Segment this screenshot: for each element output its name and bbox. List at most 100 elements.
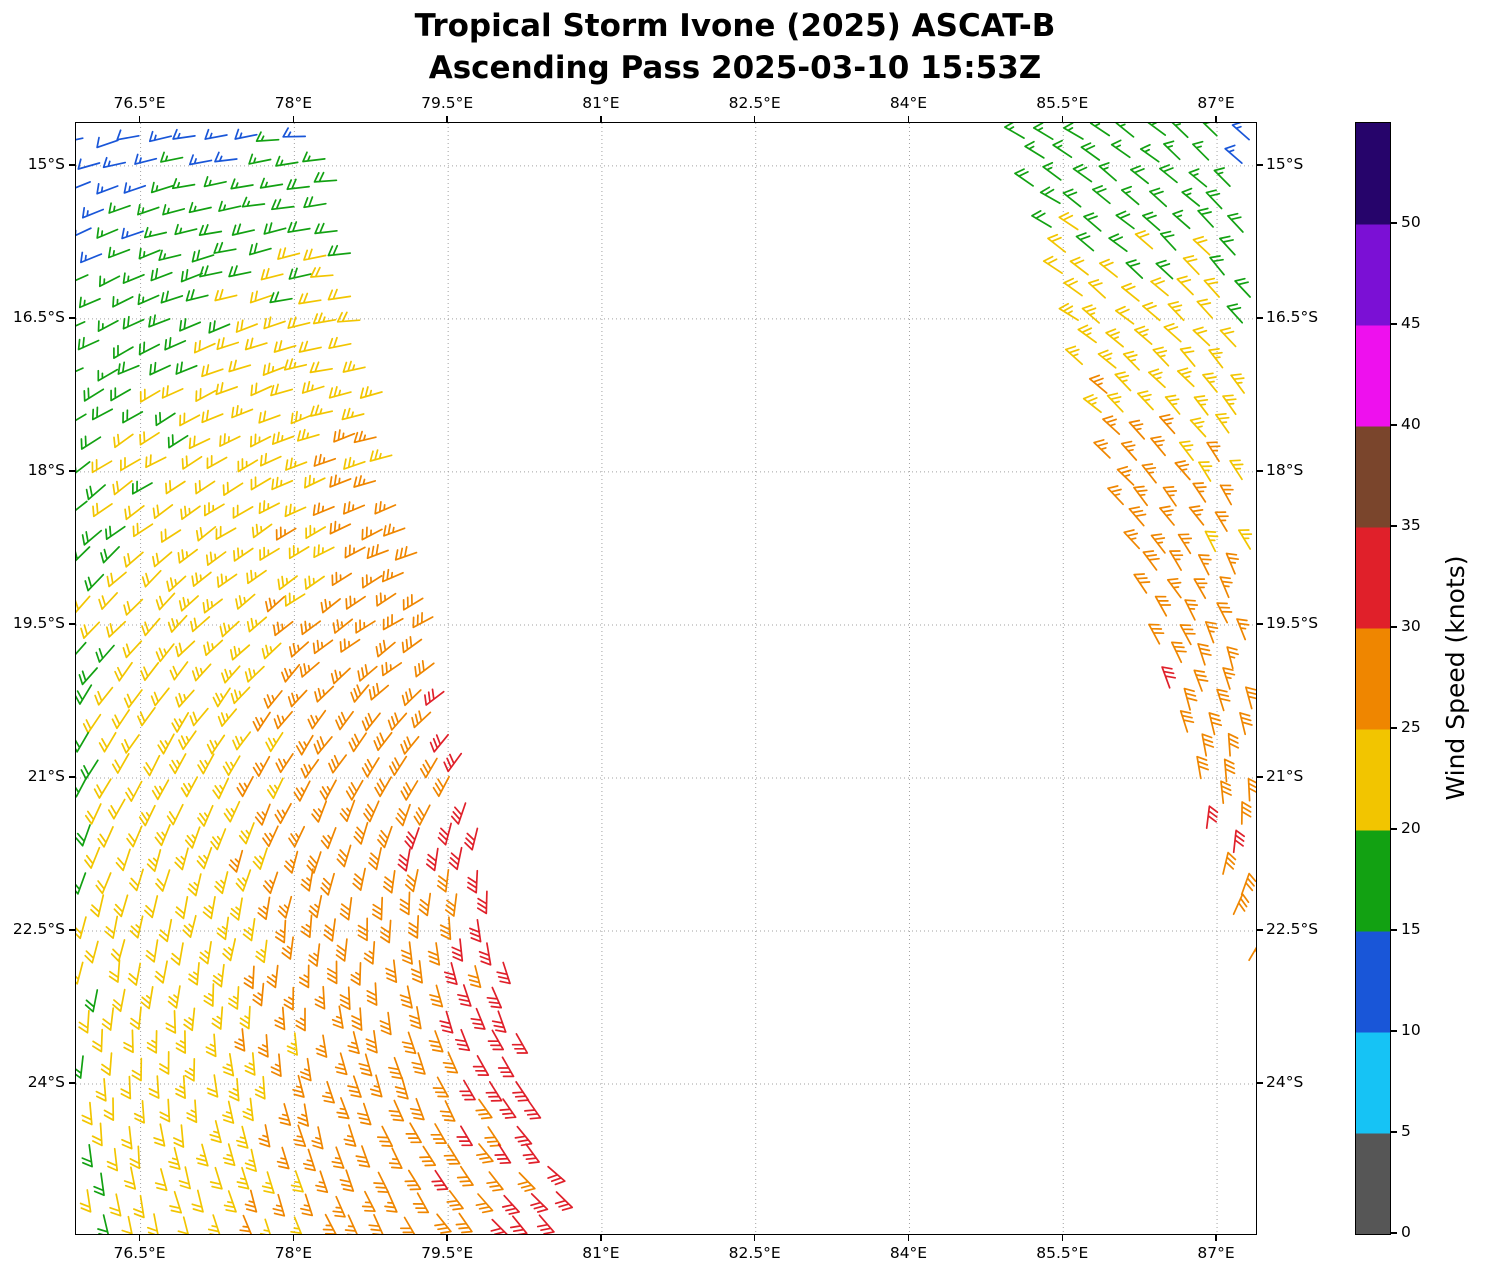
wind-barb	[1087, 279, 1106, 299]
wind-barb	[388, 1147, 403, 1169]
wind-barb	[145, 454, 167, 469]
wind-barb	[1209, 255, 1225, 276]
wind-barb	[485, 1081, 503, 1102]
x-tick-label-bottom: 85.5°E	[1036, 1244, 1089, 1262]
wind-barb	[491, 1010, 507, 1033]
wind-barb	[177, 1216, 189, 1234]
wind-barb	[295, 734, 314, 756]
x-tick-label-top: 81°E	[582, 94, 620, 112]
wind-barb	[353, 430, 377, 444]
wind-barb	[1089, 123, 1111, 137]
wind-barb	[113, 894, 129, 918]
wind-barb	[1069, 256, 1089, 276]
wind-barb	[1197, 643, 1212, 666]
wind-barb	[229, 644, 251, 661]
wind-barb	[1158, 413, 1176, 435]
y-tick-mark-right	[1257, 164, 1263, 166]
wind-barb	[122, 315, 145, 330]
wind-barb	[1176, 275, 1194, 296]
wind-barb	[1193, 669, 1209, 692]
wind-barb	[345, 595, 366, 610]
wind-barb	[149, 361, 171, 376]
wind-barb	[305, 524, 327, 540]
wind-barb	[214, 288, 238, 302]
wind-barb	[202, 598, 223, 614]
wind-barb	[230, 178, 254, 190]
wind-barb	[300, 620, 322, 636]
wind-barb	[244, 1148, 257, 1172]
wind-barb	[143, 754, 161, 777]
wind-barb	[234, 128, 258, 140]
wind-barb	[197, 753, 215, 775]
wind-barb	[1224, 144, 1243, 164]
wind-barb	[1075, 232, 1095, 252]
wind-barb	[251, 523, 273, 539]
wind-barb	[312, 639, 334, 655]
wind-barb	[203, 502, 225, 517]
wind-barb	[320, 598, 341, 614]
wind-barb	[216, 337, 240, 351]
wind-barb	[381, 568, 404, 583]
wind-barb	[166, 575, 187, 593]
wind-barb	[300, 868, 314, 892]
wind-barb	[76, 684, 93, 705]
wind-barb	[277, 895, 293, 919]
wind-barb	[228, 849, 244, 873]
wind-barb	[76, 500, 88, 511]
wind-barb	[1170, 641, 1187, 664]
x-tick-mark-top	[600, 116, 602, 122]
wind-barb	[207, 1214, 221, 1234]
wind-barb	[141, 617, 161, 637]
wind-barb	[1024, 140, 1045, 159]
wind-barb	[120, 457, 141, 472]
wind-barb	[432, 1076, 449, 1098]
wind-barb	[1120, 440, 1138, 461]
wind-barb	[232, 731, 252, 751]
wind-barb	[419, 757, 438, 779]
wind-barb	[1162, 486, 1178, 507]
wind-barb	[341, 407, 365, 421]
wind-barb	[189, 707, 209, 727]
y-tick-mark-right	[1257, 776, 1263, 778]
wind-barb	[383, 523, 406, 537]
wind-barb	[284, 592, 306, 607]
wind-barb	[76, 137, 84, 141]
wind-barb	[150, 268, 173, 282]
wind-barb	[401, 636, 423, 654]
colorbar-tick-mark	[1391, 323, 1397, 325]
wind-barb	[167, 614, 188, 633]
y-tick-label-left: 19.5°S	[12, 613, 65, 632]
wind-barb	[486, 1171, 504, 1192]
colorbar-band	[1356, 123, 1390, 225]
wind-barb	[76, 181, 91, 189]
wind-barb	[131, 1057, 143, 1082]
colorbar-tick-mark	[1391, 1030, 1397, 1032]
wind-barb	[153, 1123, 166, 1147]
wind-barb	[80, 621, 101, 639]
x-tick-label-bottom: 76.5°E	[113, 1244, 166, 1262]
wind-barb	[259, 452, 282, 467]
colorbar-tick-label: 35	[1401, 516, 1421, 534]
colorbar-bands	[1356, 123, 1390, 1235]
wind-barb	[1102, 415, 1121, 435]
wind-barb	[496, 961, 511, 985]
wind-barb	[1152, 346, 1170, 367]
wind-barb	[175, 361, 198, 375]
wind-barb	[228, 265, 252, 278]
wind-barb	[1208, 712, 1223, 736]
wind-barb	[1155, 259, 1174, 280]
wind-barb	[169, 753, 187, 775]
wind-barb	[146, 1213, 159, 1234]
wind-barb	[190, 616, 211, 633]
wind-barb	[1201, 733, 1215, 757]
wind-barb	[314, 685, 335, 703]
wind-barb	[1031, 210, 1052, 228]
colorbar-band	[1356, 527, 1390, 629]
wind-barb	[101, 1007, 115, 1031]
wind-barb	[270, 1053, 282, 1077]
wind-barb	[110, 939, 126, 962]
wind-barb	[242, 917, 256, 942]
colorbar-band	[1356, 830, 1390, 932]
wind-barb	[140, 985, 154, 1010]
wind-barb	[145, 939, 159, 963]
